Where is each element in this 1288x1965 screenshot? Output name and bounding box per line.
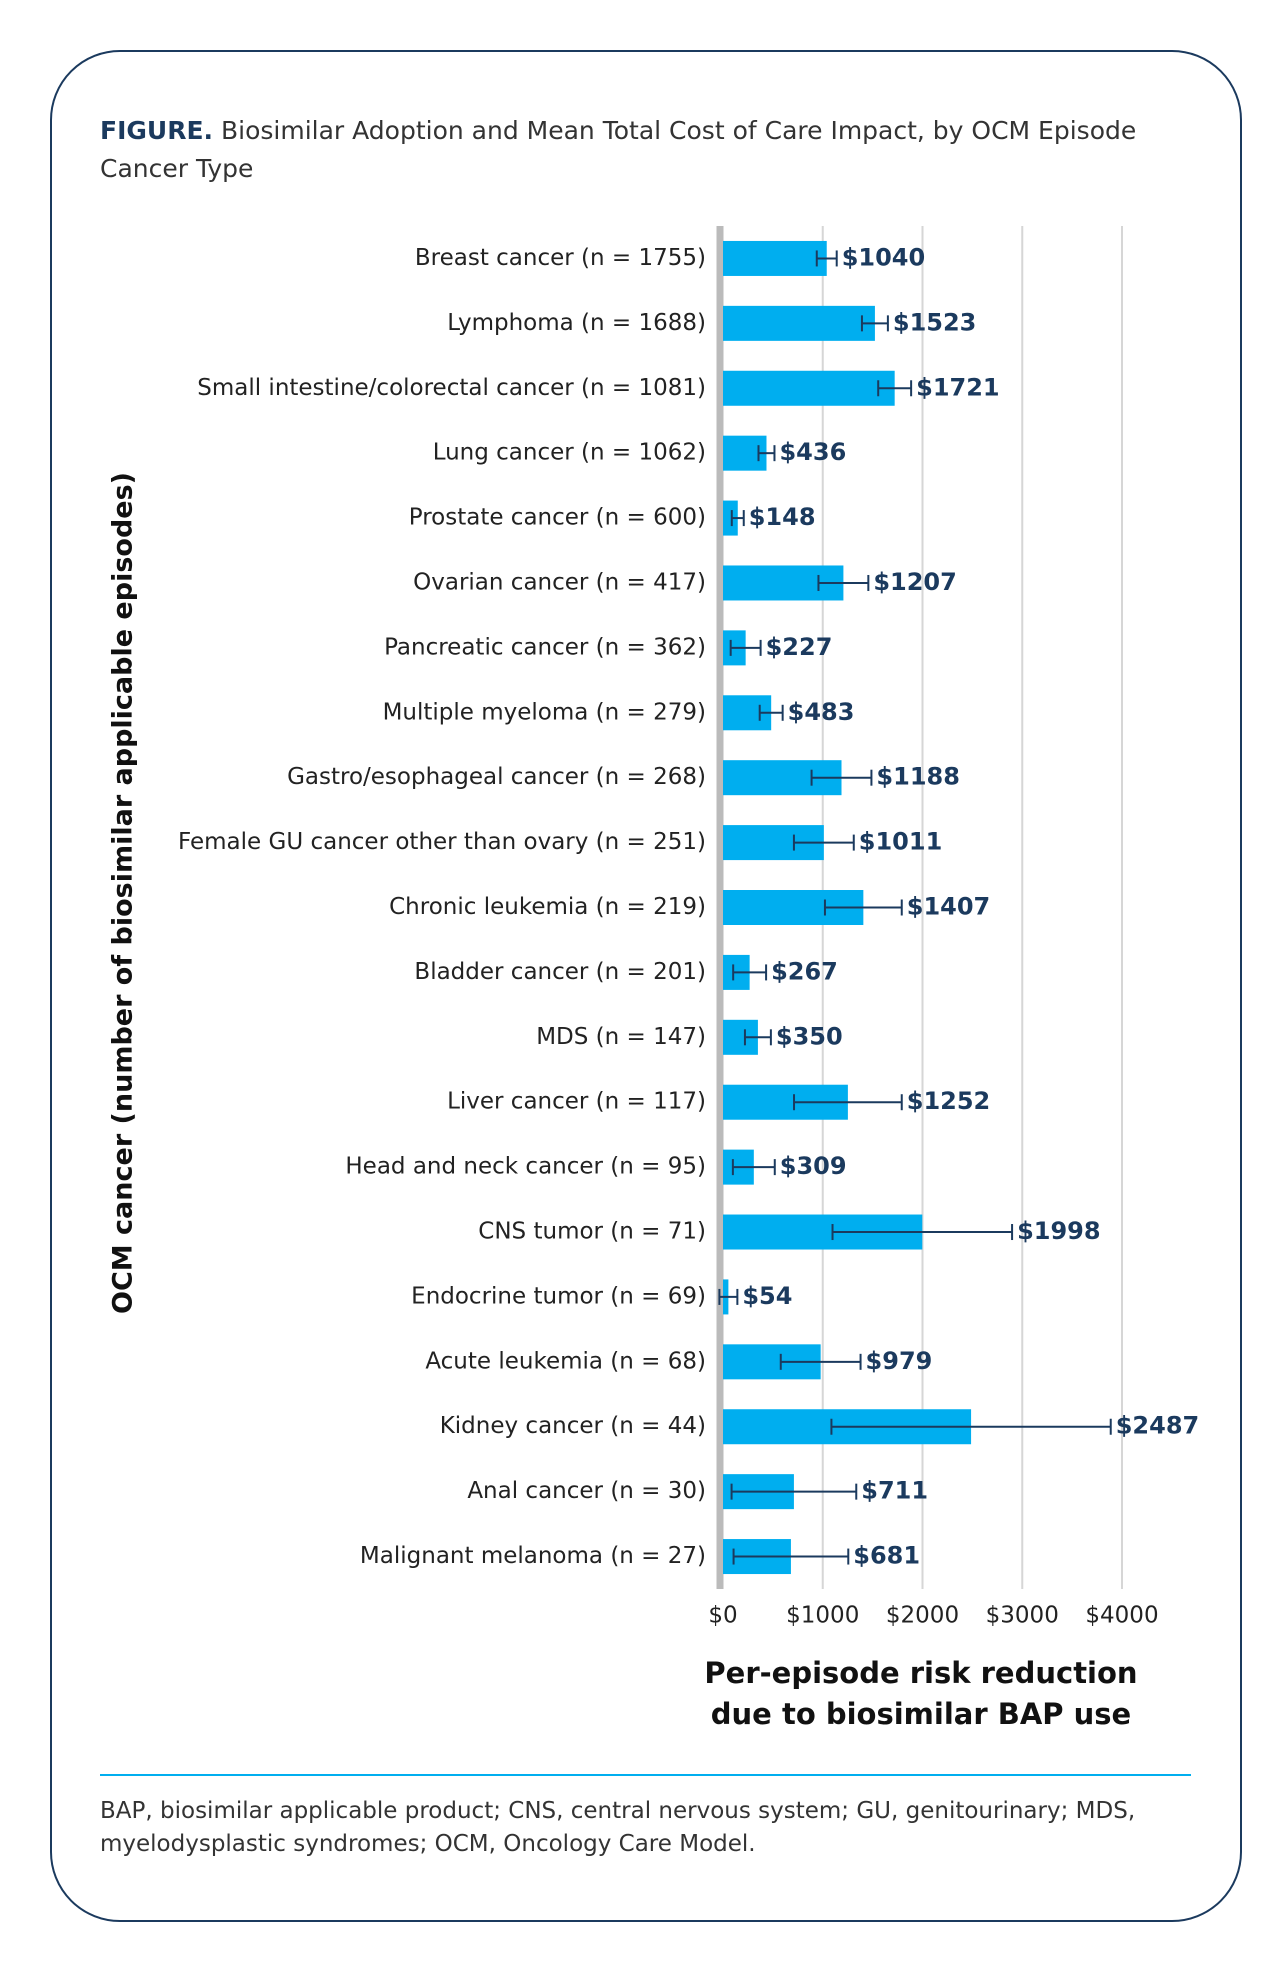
y-tick-label: Ovarian cancer (n = 417) — [413, 569, 706, 595]
y-tick-label: Gastro/esophageal cancer (n = 268) — [287, 764, 706, 790]
value-label: $267 — [771, 957, 838, 985]
y-tick-label: Kidney cancer (n = 44) — [440, 1413, 706, 1439]
value-label: $1721 — [916, 373, 1000, 401]
x-tick-label: $4000 — [1085, 1603, 1158, 1629]
error-bar — [757, 445, 776, 462]
y-tick-label: Malignant melanoma (n = 27) — [360, 1543, 706, 1569]
error-bar — [729, 639, 762, 656]
y-tick-label: Prostate cancer (n = 600) — [409, 505, 706, 531]
x-tick-label: $2000 — [886, 1603, 959, 1629]
y-tick-label: Endocrine tumor (n = 69) — [411, 1283, 706, 1309]
chart: OCM cancer (number of biosimilar applica… — [108, 226, 1200, 1731]
error-bar — [758, 704, 784, 721]
y-tick-label: Lung cancer (n = 1062) — [433, 440, 706, 466]
value-label: $227 — [766, 633, 833, 661]
y-tick-label: Breast cancer (n = 1755) — [415, 245, 706, 271]
value-label: $148 — [749, 503, 816, 531]
value-label: $1407 — [907, 893, 991, 921]
error-bar — [743, 1029, 772, 1046]
y-tick-label: Liver cancer (n = 117) — [447, 1089, 706, 1115]
error-bar — [815, 250, 838, 267]
error-bar — [823, 899, 903, 916]
y-tick-label: Lymphoma (n = 1688) — [447, 310, 706, 336]
y-tick-label: Chronic leukemia (n = 219) — [389, 894, 706, 920]
error-bar — [877, 380, 913, 397]
error-bar — [732, 1548, 850, 1565]
bar — [723, 500, 738, 536]
y-tick-label: Anal cancer (n = 30) — [467, 1478, 706, 1504]
y-tick-label: Pancreatic cancer (n = 362) — [384, 634, 706, 660]
value-label: $309 — [780, 1152, 847, 1180]
y-tick-label: CNS tumor (n = 71) — [478, 1219, 706, 1245]
x-tick-label: $0 — [708, 1603, 737, 1629]
y-tick-label: Bladder cancer (n = 201) — [414, 959, 706, 985]
error-bar — [810, 769, 873, 786]
error-bar — [732, 964, 768, 981]
value-label: $1040 — [842, 243, 926, 271]
value-label: $1011 — [859, 828, 943, 856]
x-tick-label: $3000 — [986, 1603, 1059, 1629]
value-label: $711 — [861, 1477, 928, 1505]
error-bar — [730, 1483, 858, 1500]
title: FIGURE. Biosimilar Adoption and Mean Tot… — [100, 112, 1190, 188]
y-tick-label: MDS (n = 147) — [536, 1024, 706, 1050]
x-axis-label: due to biosimilar BAP use — [711, 1697, 1131, 1731]
error-bar — [792, 834, 855, 851]
error-bar — [830, 1418, 1112, 1435]
value-label: $1523 — [893, 308, 977, 336]
value-label: $681 — [853, 1542, 920, 1570]
divider — [100, 1774, 1191, 1776]
error-bar — [817, 574, 870, 591]
error-bar — [731, 1159, 776, 1176]
title-prefix: FIGURE. — [100, 116, 214, 145]
error-bar — [718, 1288, 739, 1305]
error-bar — [730, 510, 745, 527]
bar — [723, 240, 827, 276]
x-tick-label: $1000 — [786, 1603, 859, 1629]
footnote: BAP, biosimilar applicable product; CNS,… — [100, 1798, 1136, 1857]
value-label: $436 — [779, 438, 846, 466]
value-label: $483 — [788, 698, 855, 726]
y-tick-label: Small intestine/colorectal cancer (n = 1… — [197, 375, 706, 401]
frame — [50, 50, 1242, 1922]
value-label: $1252 — [907, 1087, 991, 1115]
error-bar — [793, 1094, 903, 1111]
value-label: $1207 — [873, 568, 957, 596]
y-tick-label: Head and neck cancer (n = 95) — [345, 1154, 706, 1180]
value-label: $1998 — [1017, 1217, 1100, 1245]
value-label: $1188 — [876, 763, 960, 791]
y-tick-label: Acute leukemia (n = 68) — [425, 1348, 706, 1374]
error-bar — [860, 315, 889, 332]
x-axis-label: Per-episode risk reduction — [704, 1656, 1137, 1690]
value-label: $979 — [866, 1347, 933, 1375]
bar — [723, 370, 895, 406]
error-bar — [779, 1353, 862, 1370]
error-bar — [831, 1224, 1014, 1241]
value-label: $350 — [776, 1022, 843, 1050]
title-text: Biosimilar Adoption and Mean Total Cost … — [100, 116, 1137, 183]
value-label: $2487 — [1116, 1412, 1200, 1440]
y-tick-label: Multiple myeloma (n = 279) — [383, 699, 706, 725]
y-axis-label: OCM cancer (number of biosimilar applica… — [108, 472, 139, 1314]
y-tick-label: Female GU cancer other than ovary (n = 2… — [178, 829, 706, 855]
value-label: $54 — [742, 1282, 792, 1310]
bar — [723, 305, 875, 341]
